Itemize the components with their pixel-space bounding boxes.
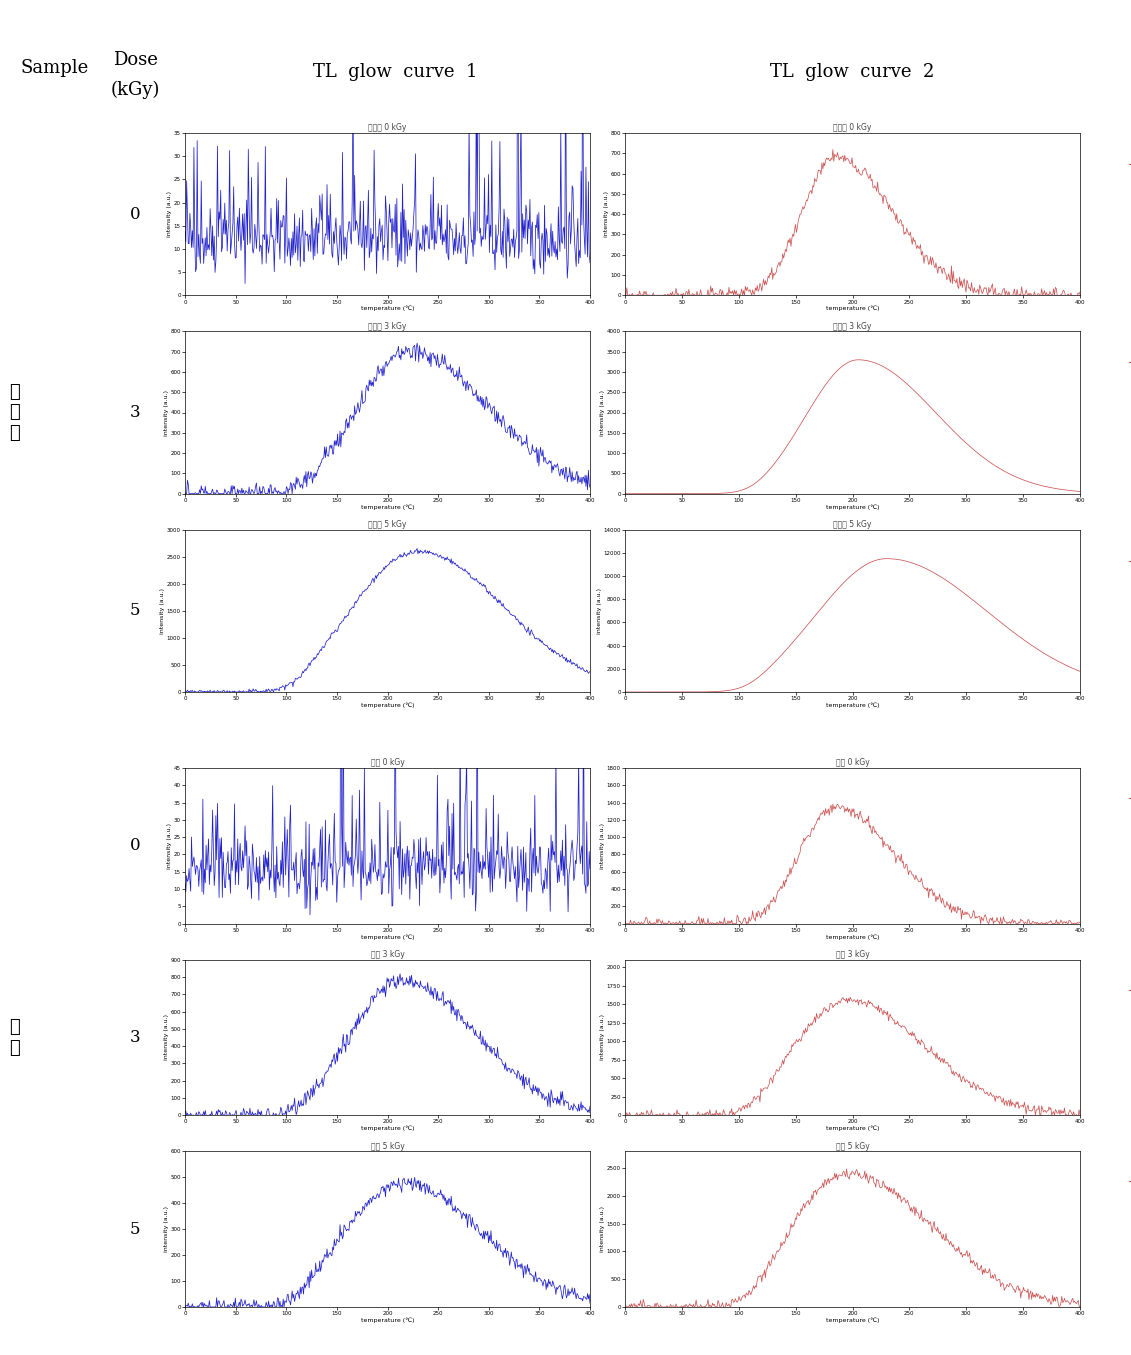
Title: 대두 0 kGy: 대두 0 kGy (371, 759, 405, 767)
Text: 검
은
콩: 검 은 콩 (10, 382, 20, 442)
Title: 검은콩 5 kGy: 검은콩 5 kGy (834, 520, 872, 528)
Y-axis label: intensity (a.u.): intensity (a.u.) (164, 389, 169, 435)
Title: 검은콩 0 kGy: 검은콩 0 kGy (369, 123, 407, 133)
Text: 5: 5 (130, 1221, 140, 1237)
X-axis label: temperature (℃): temperature (℃) (826, 1126, 879, 1131)
Text: TL  glow  curve  2: TL glow curve 2 (770, 62, 934, 81)
Text: Sample: Sample (20, 60, 89, 77)
X-axis label: temperature (℃): temperature (℃) (826, 504, 879, 509)
Text: 3: 3 (130, 404, 140, 421)
Legend: TL1: TL1 (630, 795, 659, 802)
X-axis label: temperature (℃): temperature (℃) (361, 1317, 414, 1322)
Y-axis label: intensity (a.u.): intensity (a.u.) (601, 822, 605, 869)
Title: 대두 3 kGy: 대두 3 kGy (836, 950, 870, 959)
Legend: TL1: TL1 (630, 161, 659, 168)
Y-axis label: intensity (a.u.): intensity (a.u.) (167, 822, 172, 869)
Title: 대두 3 kGy: 대두 3 kGy (371, 950, 405, 959)
Y-axis label: intensity (a.u.): intensity (a.u.) (164, 1206, 169, 1252)
Legend: TL1: TL1 (630, 359, 659, 367)
Text: Dose: Dose (113, 51, 157, 69)
Y-axis label: intensity (a.u.): intensity (a.u.) (161, 588, 165, 634)
Y-axis label: intensity (a.u.): intensity (a.u.) (167, 191, 172, 237)
Text: 5: 5 (130, 603, 140, 619)
Text: 대
두: 대 두 (10, 1018, 20, 1057)
Y-axis label: intensity (a.u.): intensity (a.u.) (604, 191, 608, 237)
Title: 검은콩 3 kGy: 검은콩 3 kGy (369, 321, 407, 331)
Y-axis label: intensity (a.u.): intensity (a.u.) (164, 1015, 169, 1061)
X-axis label: temperature (℃): temperature (℃) (826, 934, 879, 940)
Legend: TL1: TL1 (630, 557, 659, 565)
Y-axis label: intensity (a.u.): intensity (a.u.) (601, 1015, 605, 1061)
Title: 검은콩 0 kGy: 검은콩 0 kGy (834, 123, 872, 133)
Legend: TL1: TL1 (630, 986, 659, 993)
Title: 대두 5 kGy: 대두 5 kGy (371, 1141, 405, 1150)
Title: 검은콩 5 kGy: 검은콩 5 kGy (369, 520, 407, 528)
X-axis label: temperature (℃): temperature (℃) (361, 504, 414, 509)
Text: (kGy): (kGy) (111, 81, 159, 99)
X-axis label: temperature (℃): temperature (℃) (361, 1126, 414, 1131)
X-axis label: temperature (℃): temperature (℃) (826, 306, 879, 312)
Title: 검은콩 3 kGy: 검은콩 3 kGy (834, 321, 872, 331)
Legend: TL2: TL2 (1129, 795, 1131, 802)
Legend: TL2: TL2 (1129, 161, 1131, 168)
Text: 0: 0 (130, 837, 140, 855)
Y-axis label: intensity (a.u.): intensity (a.u.) (597, 588, 602, 634)
Title: 대두 5 kGy: 대두 5 kGy (836, 1141, 870, 1150)
X-axis label: temperature (℃): temperature (℃) (361, 306, 414, 312)
Y-axis label: intensity (a.u.): intensity (a.u.) (601, 389, 605, 435)
Legend: TL2: TL2 (1129, 557, 1131, 565)
Legend: TL1: TL1 (630, 1177, 659, 1186)
Text: TL  glow  curve  1: TL glow curve 1 (313, 62, 477, 81)
Legend: TL2: TL2 (1129, 359, 1131, 367)
X-axis label: temperature (℃): temperature (℃) (826, 1317, 879, 1322)
Text: 0: 0 (130, 206, 140, 222)
X-axis label: temperature (℃): temperature (℃) (361, 934, 414, 940)
X-axis label: temperature (℃): temperature (℃) (361, 702, 414, 709)
Legend: TL2: TL2 (1129, 1177, 1131, 1186)
X-axis label: temperature (℃): temperature (℃) (826, 702, 879, 709)
Y-axis label: intensity (a.u.): intensity (a.u.) (601, 1206, 605, 1252)
Legend: TL2: TL2 (1129, 986, 1131, 993)
Title: 대두 0 kGy: 대두 0 kGy (836, 759, 870, 767)
Text: 3: 3 (130, 1028, 140, 1046)
